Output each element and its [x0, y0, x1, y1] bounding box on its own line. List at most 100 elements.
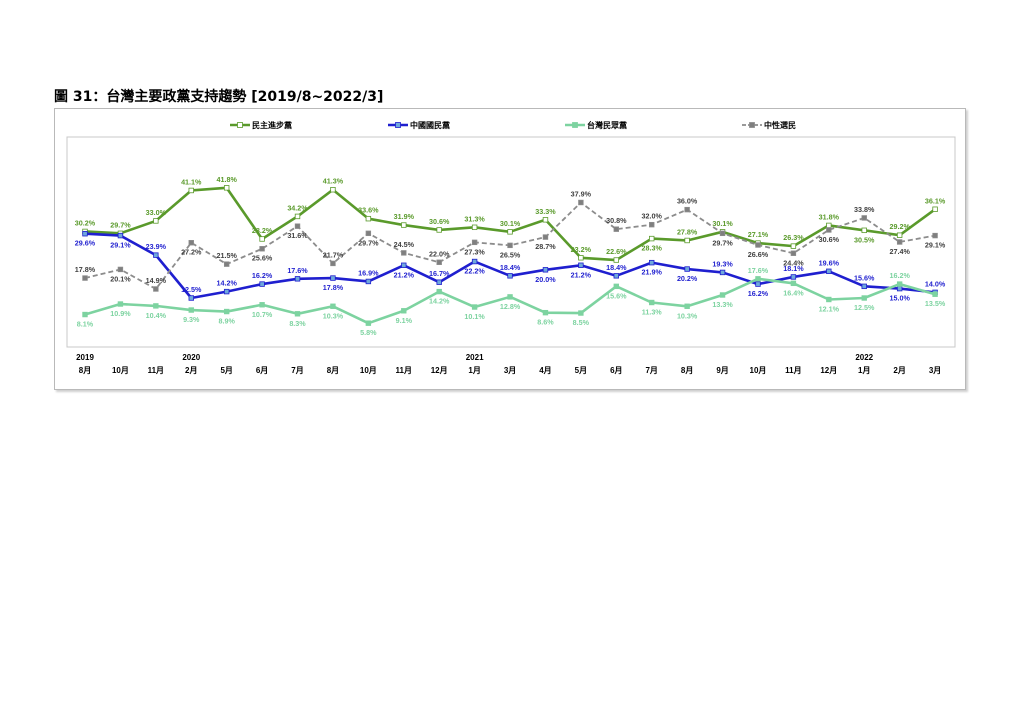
- data-label: 28.2%: [252, 226, 273, 235]
- data-label: 30.6%: [429, 217, 450, 226]
- data-point: [649, 221, 655, 228]
- data-point: [153, 286, 159, 292]
- data-point: [861, 295, 867, 301]
- data-label: 17.6%: [748, 266, 769, 275]
- x-year-label: 2020: [182, 353, 200, 362]
- x-tick-label: 11月: [148, 366, 164, 375]
- data-point: [117, 232, 124, 239]
- data-label: 21.2%: [571, 270, 592, 279]
- x-tick-label: 5月: [575, 366, 587, 375]
- data-label: 13.5%: [925, 299, 946, 308]
- data-point: [471, 258, 478, 265]
- data-label: 16.2%: [889, 271, 910, 280]
- legend-item-4: 中性選民: [742, 120, 796, 130]
- data-label: 26.5%: [500, 250, 521, 259]
- data-point: [578, 310, 584, 316]
- data-point: [578, 262, 584, 268]
- data-label: 12.1%: [819, 305, 840, 314]
- data-label: 16.9%: [358, 268, 379, 277]
- data-label: 26.3%: [783, 233, 804, 242]
- series-4: 17.8% 20.1% 14.9% 27.2% 21.5% 25.6% 31.6% 21.7%…: [75, 189, 946, 292]
- data-point: [613, 283, 619, 290]
- data-point: [507, 294, 513, 300]
- data-label: 18.1%: [783, 264, 804, 273]
- data-label: 30.1%: [500, 219, 521, 228]
- x-year-label: 2022: [855, 353, 873, 362]
- data-point: [401, 250, 407, 256]
- data-point: [613, 257, 619, 263]
- data-point: [188, 240, 194, 246]
- data-point: [294, 213, 301, 220]
- x-tick-label: 12月: [820, 366, 837, 375]
- data-label: 21.7%: [323, 250, 344, 259]
- data-label: 28.7%: [535, 242, 556, 251]
- data-label: 22.0%: [429, 249, 450, 258]
- data-label: 30.6%: [819, 235, 840, 244]
- data-label: 29.7%: [358, 238, 379, 247]
- data-point: [401, 222, 407, 228]
- data-label: 18.4%: [606, 263, 627, 272]
- data-label: 8.6%: [537, 318, 554, 327]
- data-point: [259, 302, 265, 308]
- data-label: 27.1%: [748, 230, 769, 239]
- x-tick-label: 6月: [256, 366, 268, 375]
- data-label: 15.0%: [889, 294, 910, 303]
- data-label: 33.8%: [854, 205, 875, 214]
- data-point: [82, 275, 88, 281]
- data-point: [223, 288, 230, 295]
- data-point: [613, 273, 619, 279]
- data-point: [542, 267, 549, 273]
- data-label: 33.3%: [535, 207, 556, 216]
- data-label: 13.3%: [712, 300, 733, 309]
- data-label: 27.4%: [889, 247, 910, 256]
- data-label: 8.1%: [77, 320, 94, 329]
- x-tick-label: 8月: [327, 366, 339, 375]
- data-label: 41.8%: [216, 175, 237, 184]
- data-point: [826, 222, 832, 229]
- data-point: [365, 320, 372, 326]
- data-label: 16.4%: [783, 288, 804, 297]
- data-label: 28.3%: [642, 244, 663, 253]
- data-point: [755, 276, 761, 282]
- data-label: 31.6%: [287, 231, 308, 240]
- data-label: 18.4%: [500, 263, 521, 272]
- x-tick-label: 8月: [681, 366, 693, 375]
- data-point: [188, 295, 194, 301]
- data-point: [365, 230, 372, 237]
- data-point: [684, 266, 690, 272]
- data-label: 32.0%: [642, 212, 663, 221]
- data-label: 27.2%: [181, 248, 202, 257]
- data-label: 29.2%: [889, 222, 910, 231]
- x-tick-label: 3月: [504, 366, 516, 375]
- legend-item-3: 台灣民眾黨: [565, 120, 627, 130]
- data-label: 27.8%: [677, 227, 698, 236]
- data-point: [684, 206, 690, 213]
- series-1: 30.2% 29.7% 33.0% 41.1% 41.8% 28.2% 34.2% 41.3%…: [75, 175, 946, 263]
- data-label: 8.5%: [573, 318, 590, 327]
- data-label: 30.1%: [712, 219, 733, 228]
- data-label: 31.3%: [464, 214, 485, 223]
- data-point: [117, 301, 124, 307]
- data-label: 20.0%: [535, 275, 556, 284]
- data-point: [896, 239, 903, 245]
- x-tick-label: 1月: [858, 366, 870, 375]
- data-point: [861, 215, 867, 221]
- data-point: [436, 279, 442, 285]
- data-point: [649, 259, 655, 266]
- data-label: 16.2%: [748, 289, 769, 298]
- data-point: [542, 309, 549, 316]
- x-axis: 8月 10月 11月 2月 5月 6月 7月 8月 10月 11月 12月 1月 3月 4月 5月 6月 7月 8…: [76, 353, 941, 375]
- data-point: [719, 230, 726, 237]
- legend-item-2: 中國國民黨: [388, 120, 450, 130]
- data-label: 11.3%: [642, 308, 663, 317]
- data-label: 29.6%: [75, 239, 96, 248]
- data-label: 30.5%: [854, 235, 875, 244]
- figure-title: 圖 31：台灣主要政黨支持趨勢 [2019/8~2022/3]: [54, 89, 384, 105]
- x-tick-label: 10月: [360, 366, 377, 375]
- x-tick-label: 11月: [785, 366, 801, 375]
- data-point: [861, 227, 867, 234]
- data-point: [932, 291, 938, 297]
- data-point: [294, 311, 301, 317]
- x-tick-label: 2月: [185, 366, 197, 375]
- x-tick-label: 1月: [468, 366, 480, 375]
